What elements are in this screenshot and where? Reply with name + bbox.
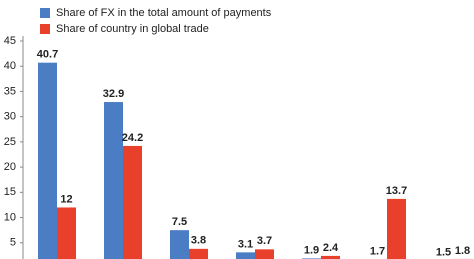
value-label: 3.7: [257, 235, 272, 247]
y-tick-label: 25: [4, 136, 16, 148]
value-label: 1.5: [436, 246, 451, 258]
bar: [321, 255, 340, 259]
y-tick-label: 30: [4, 111, 16, 123]
legend-swatch: [40, 24, 50, 34]
value-label: 7.5: [172, 216, 187, 228]
bar: [387, 198, 406, 259]
value-label: 3.1: [238, 238, 253, 250]
value-label: 40.7: [37, 49, 58, 61]
y-tick-label: 35: [4, 85, 16, 97]
plot-area: [38, 62, 472, 259]
bar: [189, 248, 208, 259]
bar: [170, 230, 189, 259]
bar: [123, 145, 142, 259]
value-label: 3.8: [191, 235, 206, 247]
value-label: 12: [60, 193, 72, 205]
value-label: 1.9: [304, 244, 319, 256]
y-tick-label: 5: [10, 237, 16, 249]
legend-label: Share of country in global trade: [56, 23, 209, 35]
bar: [57, 207, 76, 259]
value-label: 13.7: [386, 185, 407, 197]
y-tick-label: 40: [4, 60, 16, 72]
value-label: 1.7: [370, 245, 385, 257]
legend-swatch: [40, 8, 50, 18]
y-tick-label: 45: [4, 35, 16, 47]
y-tick-label: 20: [4, 161, 16, 173]
bar: [236, 252, 255, 259]
y-tick-label: 15: [4, 186, 16, 198]
value-label: 32.9: [103, 88, 124, 100]
value-label: 1.8: [455, 245, 470, 257]
bar: [255, 249, 274, 259]
value-label: 24.2: [122, 132, 143, 144]
value-label: 2.4: [323, 242, 339, 254]
bar: [104, 102, 123, 259]
legend-label: Share of FX in the total amount of payme…: [56, 7, 272, 19]
y-tick-label: 10: [4, 211, 16, 223]
bar: [38, 62, 57, 259]
